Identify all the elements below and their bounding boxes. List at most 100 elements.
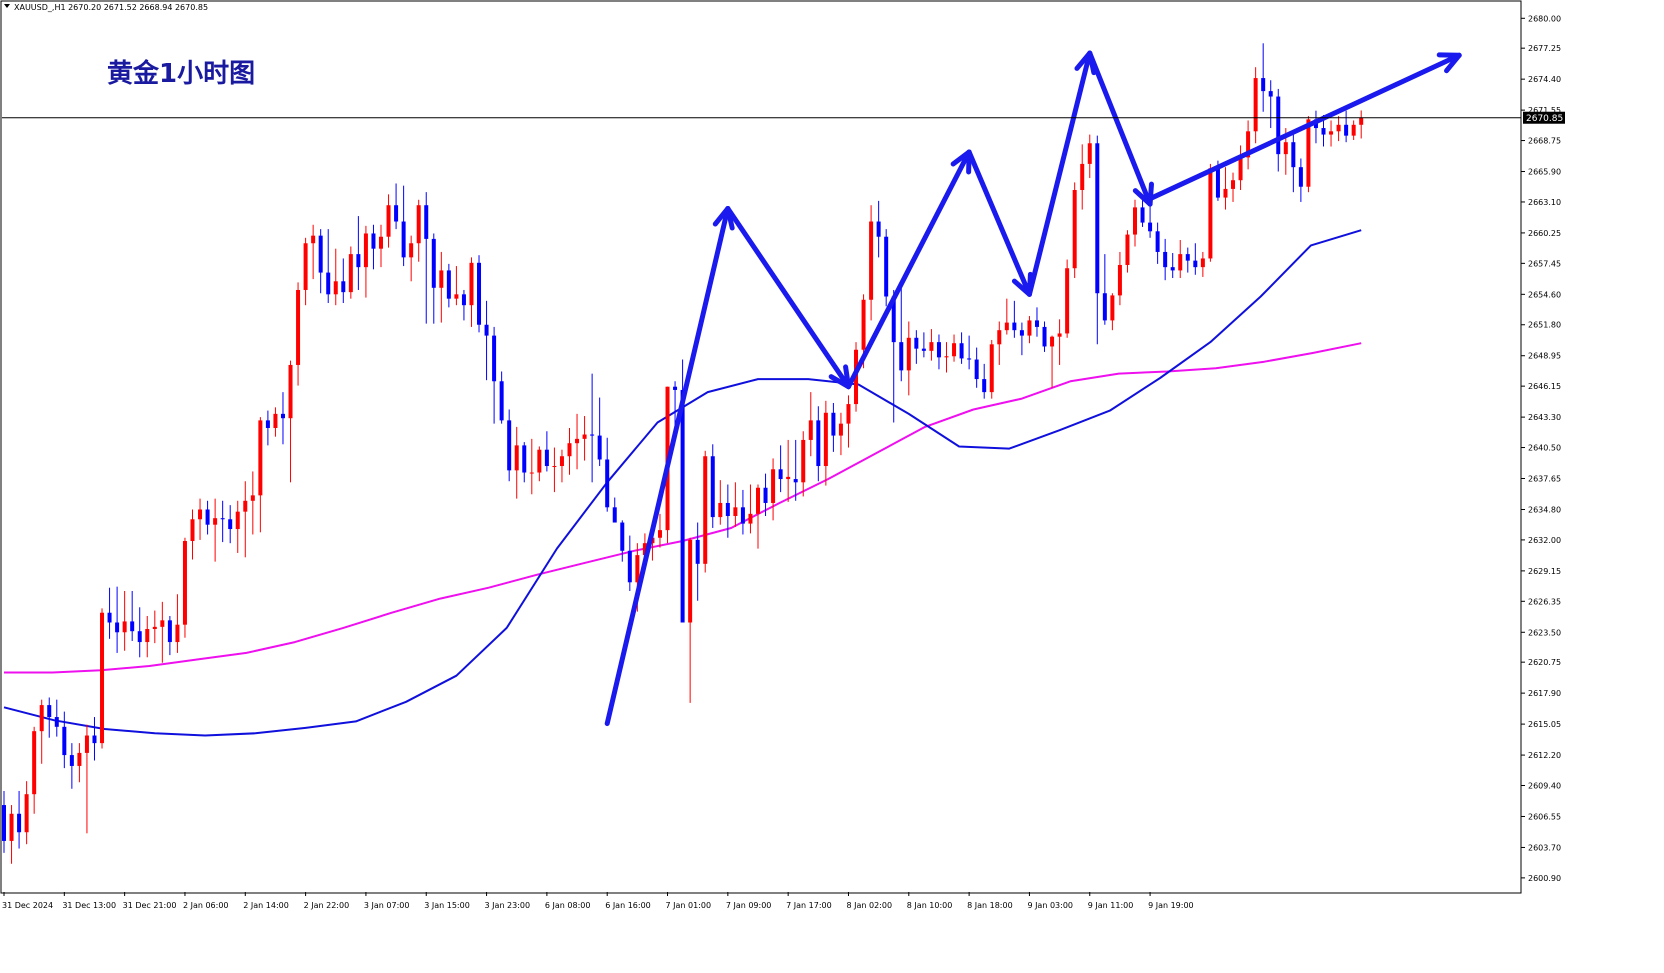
candle-body [869,221,874,300]
candle [597,397,602,467]
candle [17,790,22,849]
candle-body [1012,322,1017,331]
candle-body [326,272,331,295]
candle-body [1057,333,1062,337]
y-tick-label: 2600.90 [1528,874,1561,883]
candle [363,225,368,298]
candle-body [394,205,399,222]
trend-arrow-shaft [725,205,851,390]
candle-body [160,620,165,627]
trend-arrow-shaft [1026,50,1093,297]
y-tick-label: 2657.45 [1528,259,1561,268]
candle [356,216,361,290]
x-tick-label: 3 Jan 15:00 [424,901,470,910]
candle-body [1283,142,1288,155]
candle-body [356,254,361,268]
candle-body [748,513,753,524]
candle [559,449,564,483]
candle-body [823,412,828,467]
candle [1238,145,1243,190]
x-tick-label: 8 Jan 18:00 [967,901,1013,910]
candle [1027,316,1032,344]
candle [1351,120,1356,141]
candle [612,497,617,523]
candle [748,484,753,534]
candle-body [597,435,602,460]
y-tick-label: 2651.80 [1528,321,1561,330]
candle [265,410,270,446]
candle [778,445,783,493]
candle-body [39,705,44,732]
y-tick-label: 2634.80 [1528,505,1561,514]
candle [446,263,451,308]
candle [1329,120,1334,147]
candle [273,407,278,437]
candle-body [1034,320,1039,327]
candle-body [409,243,414,258]
candle-body [296,289,301,365]
candle-body [477,262,482,325]
x-tick-label: 9 Jan 19:00 [1148,901,1194,910]
candle [333,248,338,306]
x-tick-label: 7 Jan 17:00 [786,901,832,910]
candle-body [62,726,67,756]
candle [439,251,444,323]
candle [54,699,59,737]
candle-body [703,456,708,564]
candle-body [333,281,338,295]
candle-body [906,337,911,371]
candle [92,717,97,761]
candle-body [522,445,527,473]
candle-body [861,299,866,350]
x-tick-label: 6 Jan 16:00 [605,901,651,910]
candle [167,615,172,656]
candle-body [612,507,617,523]
candle [250,471,255,535]
candle-body [793,479,798,483]
candle-body [47,705,52,718]
y-tick-label: 2674.40 [1528,75,1561,84]
candle [461,289,466,321]
candle-body [929,342,934,351]
candle-body [575,438,580,444]
candle-body [492,335,497,382]
candle [786,439,791,502]
candle-body [446,270,451,299]
candle-body [220,518,225,520]
candle-body [891,296,896,343]
candle-body [1133,207,1137,235]
candle [725,484,730,538]
candle [1057,319,1062,365]
chart-svg: 2680.00 2677.25 2674.40 2671.55 2668.75 2665.… [0,0,1565,910]
candle-body [318,235,323,273]
candle [1012,300,1017,338]
candle-body [175,624,180,643]
candle-body [92,735,97,744]
candle-body [454,294,459,299]
candle-body [1178,254,1183,271]
candle [122,590,127,651]
y-tick-label: 2606.55 [1528,812,1561,821]
candle-body [363,233,368,268]
candle [198,498,203,540]
candle [906,321,911,396]
candle-body [348,254,353,293]
candle [62,711,67,769]
candle-body [967,358,972,360]
candle-body [198,509,203,520]
candle-body [1238,157,1243,181]
candle-body [386,205,391,237]
candle [416,199,421,262]
candle [567,427,572,475]
candle [77,743,82,783]
candle [1102,254,1107,325]
candle-body [695,539,700,564]
trend-arrow-shaft [1147,52,1462,202]
candle [952,334,957,362]
candle [891,289,896,423]
candle-body [107,612,112,623]
candle [1336,116,1341,142]
candle-body [341,281,346,293]
trend-arrow [1147,52,1462,202]
candle-body [657,530,662,538]
